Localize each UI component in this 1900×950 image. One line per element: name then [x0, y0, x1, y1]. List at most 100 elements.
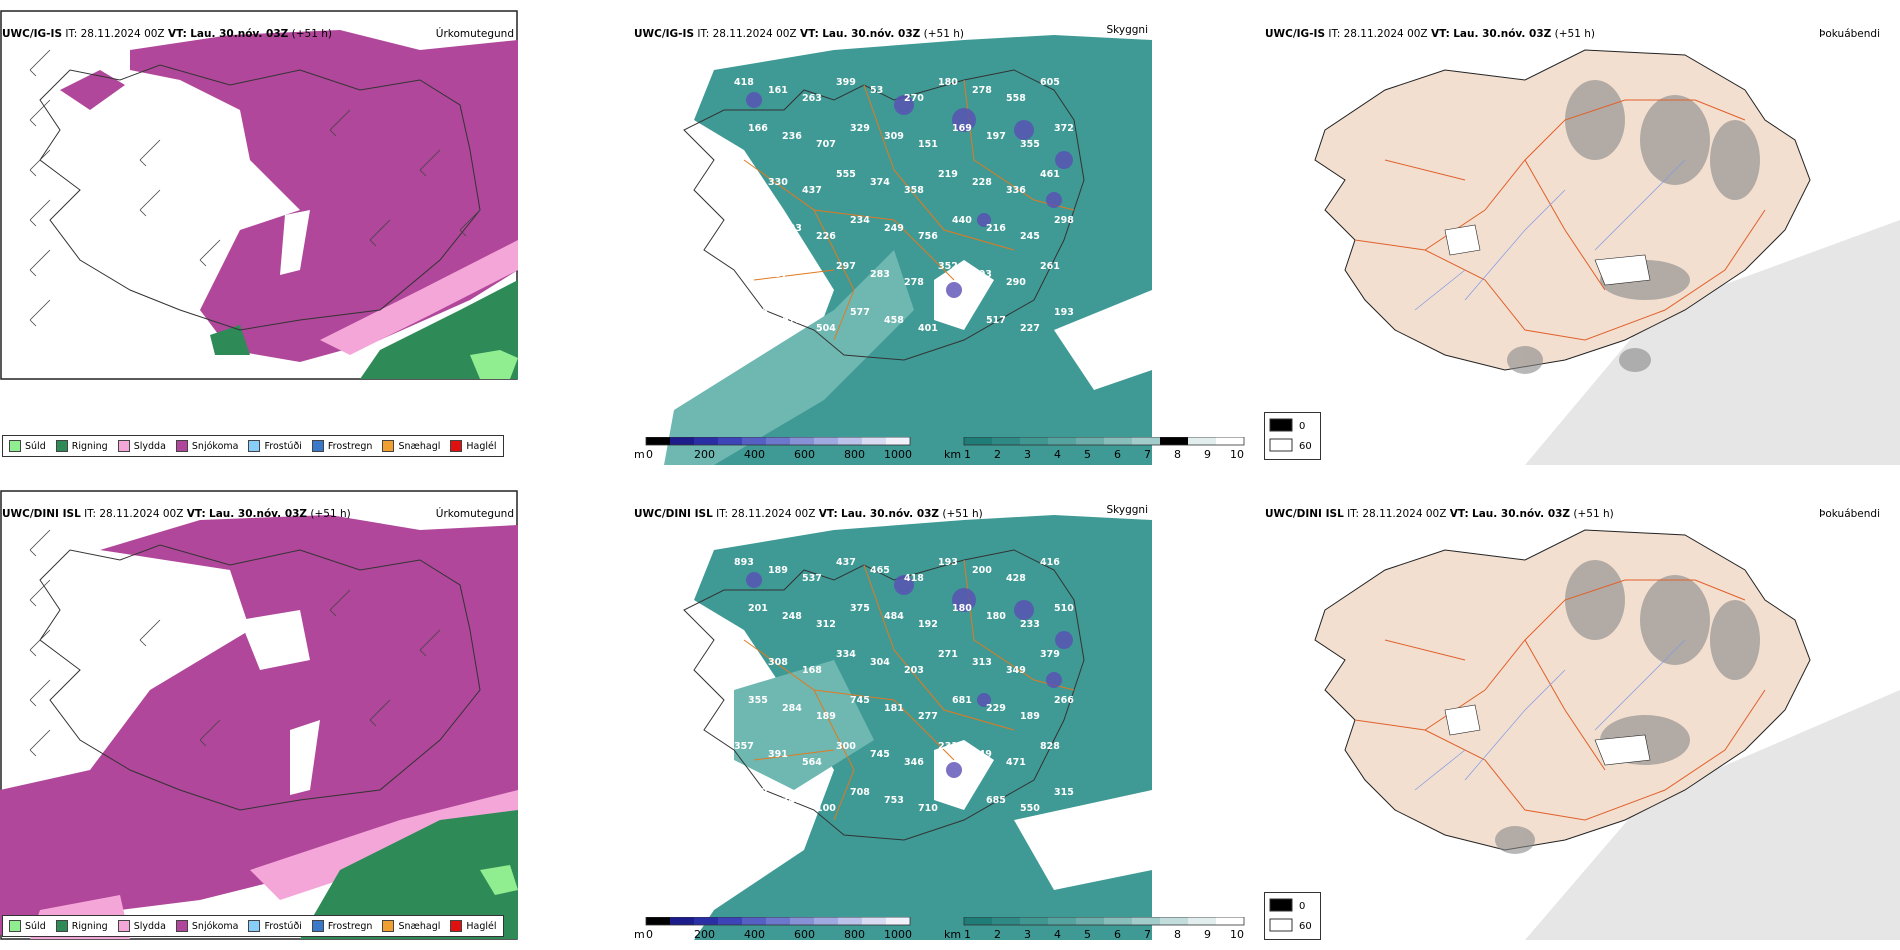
legend-item: Haglél [450, 440, 497, 452]
altitude-label: 200 [972, 565, 992, 576]
visibility-high-patch [934, 740, 994, 810]
glacier-clearing [290, 720, 320, 795]
legend-label: Súld [25, 440, 46, 452]
legend-item: Snæhagl [382, 920, 440, 932]
visibility-colorbar-svg: km 1 2 3 4 5 6 7 8 9 10 [944, 917, 1245, 941]
fog-gradient-sea [1525, 220, 1900, 465]
altitude-label: 263 [802, 93, 822, 104]
altitude-peaks [746, 572, 1073, 778]
visibility-tick: 9 [1204, 928, 1211, 941]
altitude-label: 745 [870, 749, 890, 760]
visibility-unit: km [944, 928, 961, 941]
clearing [240, 610, 310, 670]
panel-name: Skyggni [1106, 24, 1149, 36]
visibility-tick: 9 [1204, 448, 1211, 461]
altitude-tick: 400 [744, 448, 765, 461]
sleet-band [320, 240, 518, 355]
altitude-label: 169 [952, 123, 972, 134]
legend-swatch [117, 440, 130, 452]
altitude-label: 300 [836, 741, 856, 752]
drizzle-area [480, 865, 518, 895]
altitude-label: 348 [782, 795, 802, 806]
altitude-label: 298 [1054, 215, 1074, 226]
legend-label: Slydda [133, 440, 166, 452]
altitude-label: 550 [1020, 803, 1040, 814]
altitude-label: 742 [748, 787, 768, 798]
altitude-label: 465 [870, 565, 890, 576]
model-name: UWC/IG-IS [2, 28, 63, 40]
altitude-label: 312 [816, 619, 836, 630]
visibility-high-se [1054, 290, 1152, 390]
visibility-tick: 4 [1054, 928, 1061, 941]
altitude-tick: 0 [646, 928, 653, 941]
visibility-tick: 6 [1114, 448, 1121, 461]
legend-item: Haglél [450, 920, 497, 932]
fog-legend-label: 0 [1299, 421, 1305, 432]
fog-panel-bottom: UWC/DINI ISL IT: 28.11.2024 00Z VT: Lau.… [1265, 490, 1900, 940]
visibility-unit: km [944, 448, 961, 461]
altitude-label: 151 [918, 139, 938, 150]
altitude-label: 168 [802, 665, 822, 676]
cloud-base-panel-top: 418 161 263 399 53 270 180 278 558 605 166 236 707 32… [634, 10, 1152, 465]
altitude-label: 189 [1020, 711, 1040, 722]
altitude-label: 216 [986, 223, 1006, 234]
altitude-tick: 800 [844, 448, 865, 461]
fog-gradient-sea [1525, 690, 1900, 940]
model-name: UWC/IG-IS [1265, 28, 1326, 40]
altitude-tick: 400 [744, 928, 765, 941]
vt-value: Lau. 30.nóv. 03Z [190, 28, 289, 40]
altitude-label: 278 [972, 85, 992, 96]
altitude-label: 53 [870, 85, 883, 96]
legend-swatch [248, 920, 261, 932]
altitude-label: 391 [768, 749, 788, 760]
altitude-label: 372 [1054, 123, 1074, 134]
legend-swatch [450, 920, 463, 932]
altitude-label: 493 [782, 223, 802, 234]
fog-legend-label: 60 [1299, 441, 1312, 452]
fog-legend-svg: 0 60 [1269, 418, 1312, 452]
altitude-label: 355 [1020, 139, 1040, 150]
visibility-tick: 1 [964, 928, 971, 941]
legend-item: Frostregn [311, 920, 373, 932]
visibility-tick: 8 [1174, 448, 1181, 461]
iceland-coastline [683, 549, 1085, 841]
legend-label: Frostregn [327, 920, 373, 932]
altitude-colorbar-svg: m 0 200 400 600 800 1000 [634, 917, 912, 941]
altitude-label: 192 [918, 619, 938, 630]
altitude-label: 336 [1006, 185, 1026, 196]
lead-time: (+51 h) [1573, 508, 1614, 520]
altitude-label: 201 [748, 603, 768, 614]
altitude-label: 484 [884, 611, 904, 622]
fog-map-bottom [1314, 529, 1900, 940]
legend-label: Rigning [71, 440, 108, 452]
model-name: UWC/DINI ISL [1265, 508, 1344, 520]
legend-label: Slydda [133, 920, 166, 932]
wind-barbs [29, 49, 481, 327]
altitude-label: 183 [734, 261, 754, 272]
vt-value: Lau. 30.nóv. 03Z [209, 508, 308, 520]
road-network [1354, 99, 1766, 341]
altitude-labels: 418 161 263 399 53 270 180 278 558 605 166 236 707 32… [734, 77, 1074, 334]
altitude-label: 671 [782, 315, 802, 326]
road-network [1354, 579, 1766, 821]
altitude-label: 261 [1040, 261, 1060, 272]
precip-legend-top: Súld Rigning Slydda Snjókoma Frostúði Fr… [2, 435, 504, 457]
panel-title: UWC/IG-IS IT: 28.11.2024 00Z VT: Lau. 30… [2, 28, 332, 40]
legend-swatch [311, 920, 324, 932]
altitude-label: 266 [1054, 695, 1074, 706]
altitude-label: 399 [836, 77, 856, 88]
altitude-tick: 600 [794, 448, 815, 461]
panel-title: UWC/IG-IS IT: 28.11.2024 00Z VT: Lau. 30… [1265, 28, 1595, 40]
vt-label: VT: [1430, 28, 1450, 40]
legend-item: Snæhagl [382, 440, 440, 452]
visibility-colorbar-top: km 1 2 3 4 5 6 7 8 9 10 [944, 437, 1254, 465]
altitude-label: 283 [870, 269, 890, 280]
altitude-tick: 1000 [884, 448, 912, 461]
altitude-label: 231 [938, 741, 958, 752]
altitude-unit: m [634, 928, 645, 941]
rain-area [300, 810, 518, 939]
altitude-label: 315 [1054, 787, 1074, 798]
altitude-label: 461 [1040, 169, 1060, 180]
altitude-label: 564 [802, 757, 822, 768]
visibility-high-patch [934, 260, 994, 330]
